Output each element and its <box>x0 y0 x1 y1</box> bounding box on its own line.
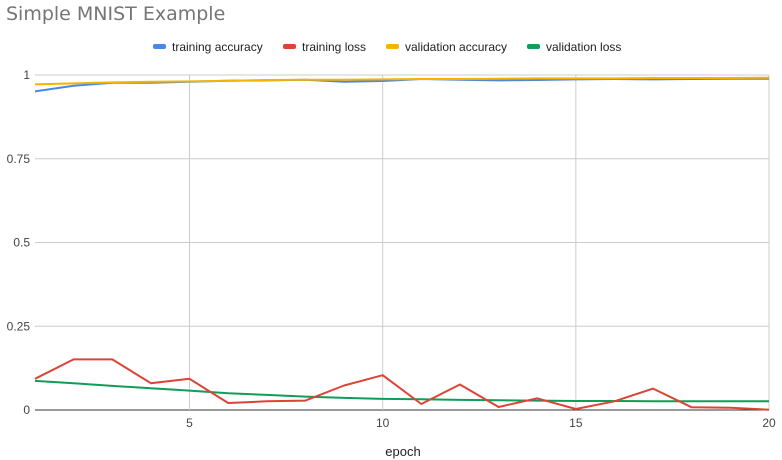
series-line-training-loss <box>34 358 770 411</box>
legend-label: training loss <box>302 40 366 54</box>
y-tick-label: 0 <box>23 403 30 417</box>
x-axis-ticks: 5 10 15 20 <box>186 416 776 430</box>
legend-swatch <box>153 44 166 49</box>
x-tick-label: 5 <box>186 416 193 430</box>
series-line-training-accuracy <box>34 77 769 93</box>
y-axis-ticks: 0 0.25 0.5 0.75 1 <box>7 68 31 417</box>
chart-title: Simple MNIST Example <box>6 3 226 25</box>
legend-label: validation loss <box>546 40 621 54</box>
x-axis-label: epoch <box>385 444 420 459</box>
legend-label: validation accuracy <box>405 40 507 54</box>
legend-label: training accuracy <box>172 40 263 54</box>
series-lines <box>34 76 770 411</box>
series-line-validation-accuracy <box>34 76 770 86</box>
y-tick-label: 1 <box>23 68 30 82</box>
gridlines <box>35 74 770 411</box>
y-tick-label: 0.5 <box>13 236 30 250</box>
legend-swatch <box>283 44 296 49</box>
y-tick-label: 0.75 <box>7 152 31 166</box>
series-line-validation-loss <box>34 379 769 403</box>
x-tick-label: 20 <box>762 416 776 430</box>
legend-swatch <box>527 44 540 49</box>
legend-swatch <box>386 44 399 49</box>
legend: training accuracy training loss validation… <box>153 40 621 54</box>
y-tick-label: 0.25 <box>7 319 31 333</box>
x-tick-label: 10 <box>376 416 390 430</box>
x-tick-label: 15 <box>569 416 583 430</box>
